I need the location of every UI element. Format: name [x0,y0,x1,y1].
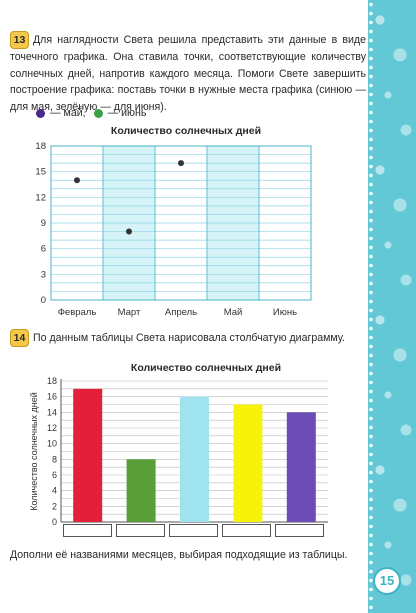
bar-y-tick-label: 10 [47,439,57,449]
scatter-chart-title: Количество солнечных дней [110,125,262,137]
month-answer-box-4[interactable] [222,524,271,537]
scatter-point [126,228,132,235]
bar-y-tick-label: 16 [47,392,57,402]
task-13-number: 13 [10,31,29,49]
task-14-body: По данным таблицы Света нарисовала столб… [33,332,345,344]
scatter-y-tick-label: 6 [41,244,46,255]
bar-y-tick-label: 8 [52,454,57,464]
scatter-point [74,177,80,184]
bar-y-tick-label: 12 [47,423,57,433]
scatter-y-tick-label: 12 [35,192,46,203]
bar [180,396,209,522]
bar [286,412,316,522]
bar-y-tick-label: 0 [52,517,57,527]
scatter-x-tick-label: Май [224,307,243,318]
month-answer-box-1[interactable] [63,524,112,537]
may-dot-icon [36,108,45,118]
task-14-number: 14 [10,329,29,347]
scatter-y-tick-label: 9 [41,218,46,229]
decorative-side-strip [368,0,416,613]
legend-may-label: — май, [50,107,86,119]
scatter-x-tick-label: Февраль [58,307,97,318]
scatter-point [178,160,184,167]
page-number: 15 [373,567,401,595]
scatter-legend: — май, — июнь [36,107,146,119]
bar-y-tick-label: 14 [47,407,57,417]
bar-chart-title: Количество солнечных дней [130,362,282,374]
bar [126,459,156,522]
bar [233,404,263,522]
scatter-y-tick-label: 3 [41,269,46,280]
task-13-text: 13 Для наглядности Света решила представи… [10,31,366,115]
month-answer-box-2[interactable] [116,524,165,537]
bar-y-tick-label: 4 [52,486,57,496]
bar-y-tick-label: 18 [47,376,57,386]
bar [73,388,103,522]
bar-y-tick-label: 2 [52,501,57,511]
scatter-column-shade [103,146,155,300]
scatter-column-shade [207,146,259,300]
month-answer-box-5[interactable] [275,524,324,537]
bar-y-axis-label: Количество солнечных дней [29,392,39,511]
june-dot-icon [93,108,103,118]
month-answer-box-3[interactable] [169,524,218,537]
task-13-body: Для наглядности Света решила представить… [10,34,366,113]
scatter-x-tick-label: Апрель [165,307,197,318]
task-14-footer: Дополни её названиями месяцев, выбирая п… [10,549,348,561]
task-14-text: 14 По данным таблицы Света нарисовала сто… [10,329,366,347]
scatter-y-tick-label: 0 [41,295,46,306]
scatter-y-tick-label: 18 [35,141,46,152]
scatter-x-tick-label: Июнь [273,307,297,318]
scatter-y-tick-label: 15 [35,167,46,178]
legend-june-label: — июнь [107,107,147,119]
scatter-x-tick-label: Март [118,307,141,318]
dotted-edge [368,0,374,613]
scatter-frame [50,145,312,301]
bar-y-tick-label: 6 [52,470,57,480]
